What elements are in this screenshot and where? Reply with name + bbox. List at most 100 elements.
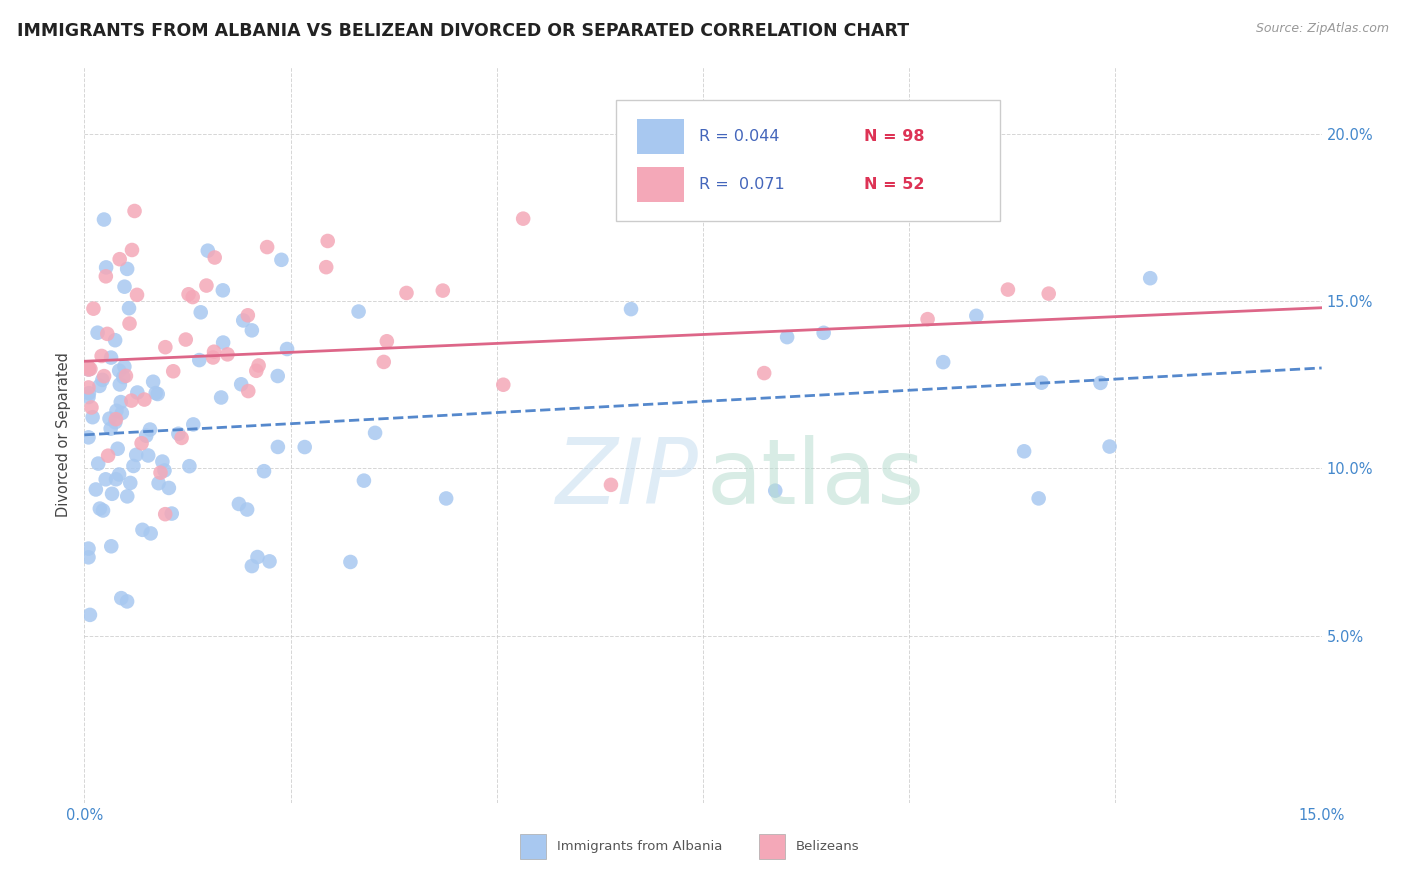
- Point: [82, 410, 104, 425]
- Point: [776, 330, 799, 344]
- Point: [353, 474, 375, 488]
- Point: [105, 472, 128, 486]
- Point: [77, 362, 100, 376]
- Point: [107, 442, 129, 456]
- Text: R =  0.071: R = 0.071: [699, 178, 785, 192]
- Text: ZIP: ZIP: [557, 435, 699, 523]
- Point: [131, 523, 153, 537]
- Point: [1028, 491, 1050, 506]
- Point: [98, 411, 121, 425]
- Point: [134, 392, 156, 407]
- Point: [94, 472, 117, 486]
- Point: [94, 260, 117, 275]
- Point: [105, 404, 128, 418]
- Point: [157, 481, 180, 495]
- Point: [177, 287, 200, 301]
- Point: [209, 391, 232, 405]
- Point: [77, 380, 100, 394]
- Point: [149, 466, 172, 480]
- Text: N = 98: N = 98: [863, 129, 924, 145]
- Point: [276, 342, 298, 356]
- Point: [256, 240, 278, 254]
- Point: [155, 507, 177, 521]
- Point: [77, 550, 100, 565]
- Point: [120, 475, 142, 490]
- Point: [270, 252, 292, 267]
- Point: [162, 364, 184, 378]
- Point: [1090, 376, 1112, 390]
- Point: [231, 377, 253, 392]
- Point: [917, 312, 939, 326]
- Point: [434, 491, 457, 506]
- Bar: [637, 167, 685, 202]
- Point: [179, 459, 201, 474]
- Point: [204, 251, 226, 265]
- Point: [114, 279, 136, 293]
- Point: [238, 384, 260, 398]
- Point: [373, 355, 395, 369]
- Point: [91, 503, 114, 517]
- Point: [122, 458, 145, 473]
- Point: [77, 390, 100, 404]
- Point: [217, 347, 239, 361]
- Point: [754, 366, 776, 380]
- Point: [108, 377, 131, 392]
- Point: [155, 340, 177, 354]
- Point: [77, 430, 100, 444]
- Bar: [637, 120, 685, 154]
- Text: Immigrants from Albania: Immigrants from Albania: [557, 840, 723, 853]
- Point: [197, 244, 219, 258]
- Point: [167, 426, 190, 441]
- Point: [82, 301, 104, 316]
- FancyBboxPatch shape: [616, 100, 1000, 221]
- Point: [87, 457, 110, 471]
- Point: [77, 360, 100, 375]
- Point: [620, 302, 643, 317]
- Point: [124, 204, 146, 219]
- Point: [146, 387, 169, 401]
- Point: [115, 368, 138, 383]
- Point: [101, 487, 124, 501]
- Point: [395, 285, 418, 300]
- Point: [108, 363, 131, 377]
- Point: [267, 440, 290, 454]
- Point: [110, 395, 132, 409]
- Point: [160, 507, 183, 521]
- Point: [232, 313, 254, 327]
- Point: [84, 483, 107, 497]
- Point: [1012, 444, 1035, 458]
- Point: [91, 373, 114, 387]
- Point: [108, 467, 131, 482]
- Point: [294, 440, 316, 454]
- Point: [202, 344, 225, 359]
- Point: [97, 449, 120, 463]
- Point: [100, 539, 122, 553]
- Point: [236, 308, 259, 322]
- Point: [997, 283, 1019, 297]
- Point: [112, 370, 135, 384]
- Point: [181, 417, 204, 432]
- Point: [512, 211, 534, 226]
- Text: IMMIGRANTS FROM ALBANIA VS BELIZEAN DIVORCED OR SEPARATED CORRELATION CHART: IMMIGRANTS FROM ALBANIA VS BELIZEAN DIVO…: [17, 22, 910, 40]
- Point: [115, 261, 138, 276]
- Point: [112, 359, 135, 374]
- Point: [253, 464, 276, 478]
- Point: [170, 431, 193, 445]
- Point: [104, 333, 127, 347]
- Point: [94, 269, 117, 284]
- Point: [135, 428, 157, 442]
- Point: [77, 541, 100, 556]
- Text: Source: ZipAtlas.com: Source: ZipAtlas.com: [1256, 22, 1389, 36]
- Point: [240, 323, 263, 337]
- Point: [118, 317, 141, 331]
- Point: [245, 364, 267, 378]
- Point: [364, 425, 387, 440]
- Point: [100, 351, 122, 365]
- Point: [80, 401, 103, 415]
- Point: [115, 594, 138, 608]
- Point: [492, 377, 515, 392]
- Point: [763, 483, 786, 498]
- Point: [316, 234, 339, 248]
- Point: [347, 304, 370, 318]
- Point: [195, 278, 218, 293]
